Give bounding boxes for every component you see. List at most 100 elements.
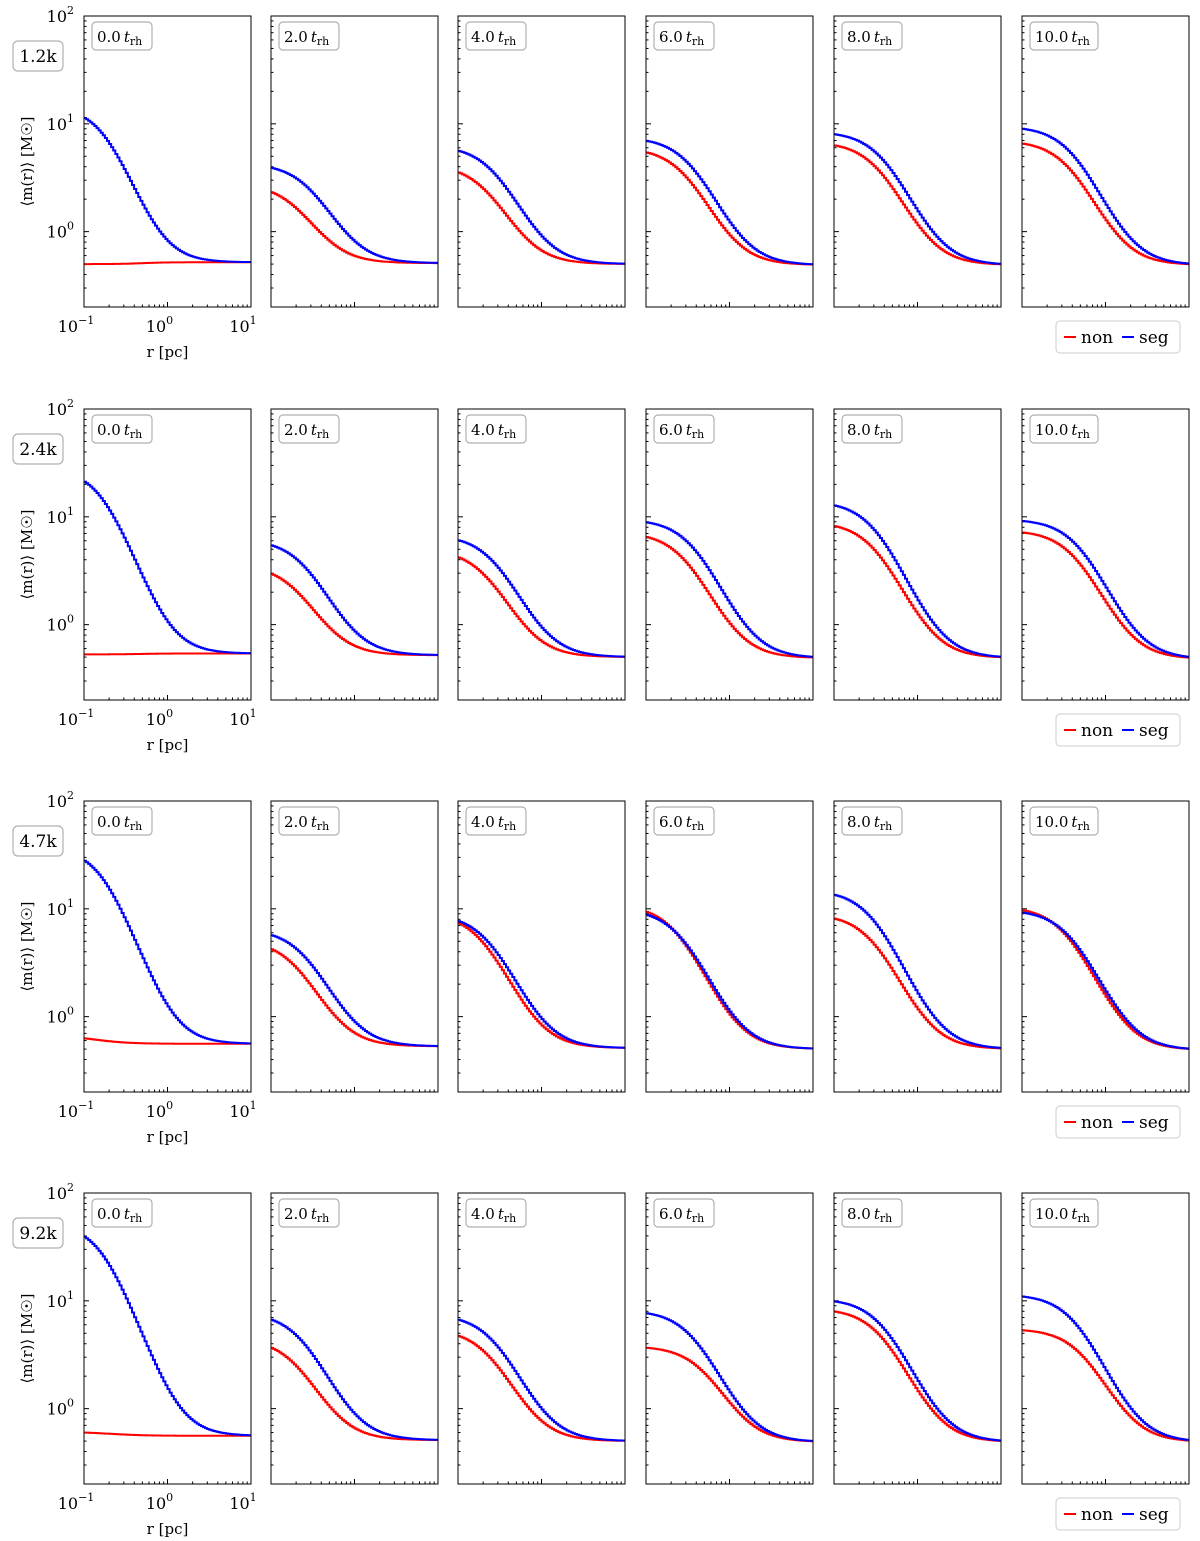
x-axis-label: r [pc] [147, 736, 189, 754]
time-label: 4.0 trh [471, 1205, 516, 1225]
legend-box [1055, 1105, 1181, 1139]
series-non-line [458, 171, 625, 265]
axes-frame [645, 1192, 814, 1485]
row-label: 1.2k [19, 47, 57, 67]
series-seg-line [646, 913, 813, 1050]
y-tick-label: 102 [47, 1181, 74, 1203]
series-non-line [271, 1346, 438, 1442]
time-label: 2.0 trh [284, 28, 329, 48]
x-tick-label: 100 [146, 707, 173, 729]
legend-non-label: non [1081, 328, 1113, 348]
panel-r2-c1: 2.0 trh [270, 800, 439, 1093]
panel-r0-c1: 2.0 trh [270, 15, 439, 308]
series-seg-line [84, 116, 251, 264]
series-seg-line [646, 1312, 813, 1442]
panel-r3-c2: 4.0 trh [457, 1192, 626, 1485]
panel-r3-c4: 8.0 trh [833, 1192, 1002, 1485]
legend-seg-label: seg [1139, 1113, 1169, 1133]
series-non-line [271, 948, 438, 1048]
panel-r2-c5: 10.0 trh non seg [1021, 800, 1190, 1139]
time-label-box [278, 414, 340, 444]
time-label-box [465, 806, 527, 836]
panel-r3-c1: 2.0 trh [270, 1192, 439, 1485]
time-label-box [278, 806, 340, 836]
legend-seg-label: seg [1139, 721, 1169, 741]
axes-frame [270, 1192, 439, 1485]
series-non-line [646, 151, 813, 266]
legend-box [1055, 713, 1181, 747]
axes-frame [457, 1192, 626, 1485]
panel-r0-c5: 10.0 trh non seg [1021, 15, 1190, 354]
time-label: 4.0 trh [471, 813, 516, 833]
panel-r3-c5: 10.0 trh non seg [1021, 1192, 1190, 1531]
row-label-box [12, 825, 64, 857]
series-non-line [84, 1431, 251, 1437]
series-non-line [1022, 909, 1189, 1050]
y-tick-label: 100 [47, 1005, 74, 1027]
panel-r1-c3: 6.0 trh [645, 408, 814, 701]
time-label: 10.0 trh [1035, 421, 1090, 441]
series-non-line [834, 917, 1001, 1050]
time-label-box [1029, 1198, 1099, 1228]
time-label: 0.0 trh [97, 813, 142, 833]
panel-r1-c2: 4.0 trh [457, 408, 626, 701]
x-tick-label: 10−1 [58, 1491, 95, 1513]
time-label-box [653, 21, 715, 51]
series-seg-line [271, 544, 438, 656]
x-tick-label: 10−1 [58, 314, 95, 336]
series-non-line [458, 922, 625, 1049]
axes-frame [457, 15, 626, 308]
series-seg-line [1022, 127, 1189, 265]
x-axis-label: r [pc] [147, 1128, 189, 1146]
y-tick-label: 100 [47, 220, 74, 242]
panel-r2-c3: 6.0 trh [645, 800, 814, 1093]
x-axis-label: r [pc] [147, 1520, 189, 1538]
time-label-box [465, 414, 527, 444]
time-label-box [465, 21, 527, 51]
x-tick-label: 10−1 [58, 707, 95, 729]
y-axis-label: ⟨m(r)⟩ [M☉] [18, 1293, 36, 1383]
panel-r2-c4: 8.0 trh [833, 800, 1002, 1093]
time-label: 0.0 trh [97, 1205, 142, 1225]
panel-r1-c1: 2.0 trh [270, 408, 439, 701]
legend-seg-label: seg [1139, 328, 1169, 348]
series-seg-line [84, 1235, 251, 1437]
time-label-box [653, 414, 715, 444]
series-non-line [458, 556, 625, 658]
axes-frame [83, 408, 252, 701]
legend: non seg [1055, 1497, 1181, 1531]
series-seg-line [271, 934, 438, 1047]
row-label-box [12, 433, 64, 465]
time-label: 10.0 trh [1035, 28, 1090, 48]
y-tick-label: 101 [47, 505, 74, 527]
x-tick-label: 100 [146, 1099, 173, 1121]
series-seg-line [646, 521, 813, 658]
time-label: 4.0 trh [471, 28, 516, 48]
time-label-box [1029, 21, 1099, 51]
axes-frame [270, 800, 439, 1093]
series-non-line [1022, 1329, 1189, 1442]
axes-frame [1021, 800, 1190, 1093]
series-non-line [84, 1037, 251, 1045]
series-seg-line [834, 504, 1001, 658]
panel-r1-c4: 8.0 trh [833, 408, 1002, 701]
panel-r0-c0: 0.0 trh 100 101 102 ⟨m(r)⟩ [M☉] 1.2k 10−1 100 101… [12, 4, 257, 361]
panel-r2-c2: 4.0 trh [457, 800, 626, 1093]
time-label-box [278, 21, 340, 51]
panel-r3-c0: 0.0 trh 100 101 102 ⟨m(r)⟩ [M☉] 9.2k 10−1 100 101… [12, 1181, 257, 1538]
axes-frame [833, 15, 1002, 308]
time-label: 2.0 trh [284, 813, 329, 833]
time-label-box [1029, 806, 1099, 836]
series-non-line [646, 536, 813, 659]
x-tick-label: 101 [229, 707, 256, 729]
time-label: 10.0 trh [1035, 1205, 1090, 1225]
time-label-box [841, 806, 903, 836]
x-tick-label: 10−1 [58, 1099, 95, 1121]
legend-non-label: non [1081, 1113, 1113, 1133]
series-seg-line [458, 539, 625, 658]
series-seg-line [458, 1318, 625, 1442]
x-tick-label: 101 [229, 1491, 256, 1513]
time-label-box [841, 1198, 903, 1228]
y-tick-label: 100 [47, 1397, 74, 1419]
time-label-box [91, 21, 153, 51]
